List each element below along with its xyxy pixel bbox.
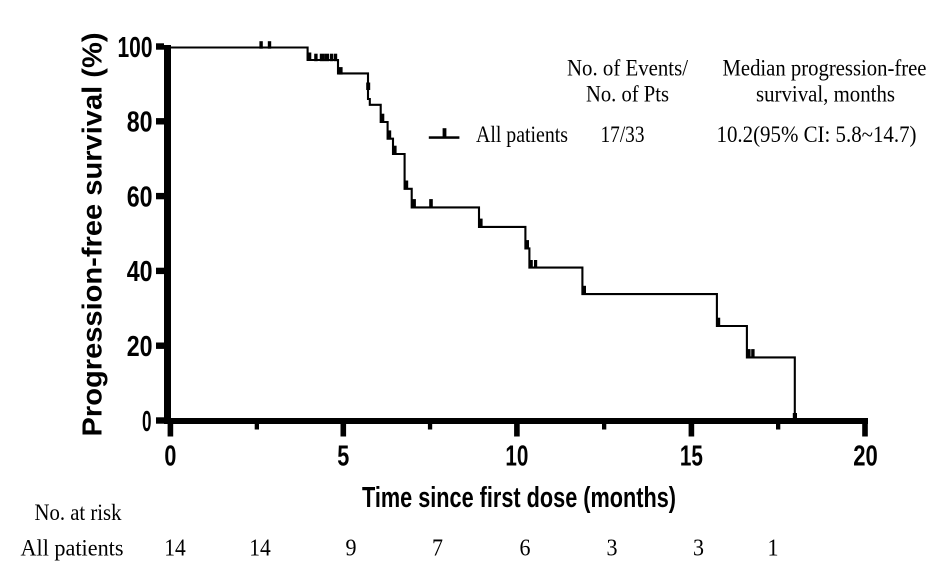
svg-text:7: 7 (432, 536, 443, 562)
svg-text:10: 10 (505, 441, 528, 473)
svg-text:80: 80 (127, 107, 153, 139)
svg-text:60: 60 (127, 181, 153, 213)
svg-text:3: 3 (693, 536, 704, 562)
svg-text:15: 15 (680, 441, 703, 473)
svg-text:17/33: 17/33 (601, 122, 645, 147)
svg-text:14: 14 (164, 536, 186, 562)
svg-text:14: 14 (249, 536, 271, 562)
svg-text:survival, months: survival, months (756, 82, 895, 107)
svg-text:All patients: All patients (476, 122, 568, 147)
svg-text:20: 20 (127, 331, 153, 363)
svg-text:100: 100 (118, 32, 153, 64)
svg-text:20: 20 (853, 441, 878, 473)
svg-text:5: 5 (337, 441, 349, 473)
svg-text:0: 0 (164, 441, 176, 473)
svg-text:0: 0 (142, 406, 152, 438)
svg-text:No. at risk: No. at risk (35, 500, 122, 525)
svg-text:Time since first dose (months): Time since first dose (months) (362, 482, 676, 514)
svg-text:9: 9 (346, 536, 357, 562)
svg-text:3: 3 (607, 536, 618, 562)
svg-text:No. of Pts: No. of Pts (586, 82, 669, 107)
svg-text:No. of Events/: No. of Events/ (567, 56, 689, 81)
svg-text:40: 40 (127, 256, 153, 288)
svg-text:6: 6 (520, 536, 531, 562)
svg-text:All patients: All patients (21, 536, 124, 561)
svg-text:Median progression-free: Median progression-free (723, 56, 927, 81)
svg-text:1: 1 (768, 536, 779, 562)
svg-text:10.2(95% CI: 5.8~14.7): 10.2(95% CI: 5.8~14.7) (717, 122, 917, 147)
svg-text:Progression-free survival (%): Progression-free survival (%) (77, 33, 108, 437)
